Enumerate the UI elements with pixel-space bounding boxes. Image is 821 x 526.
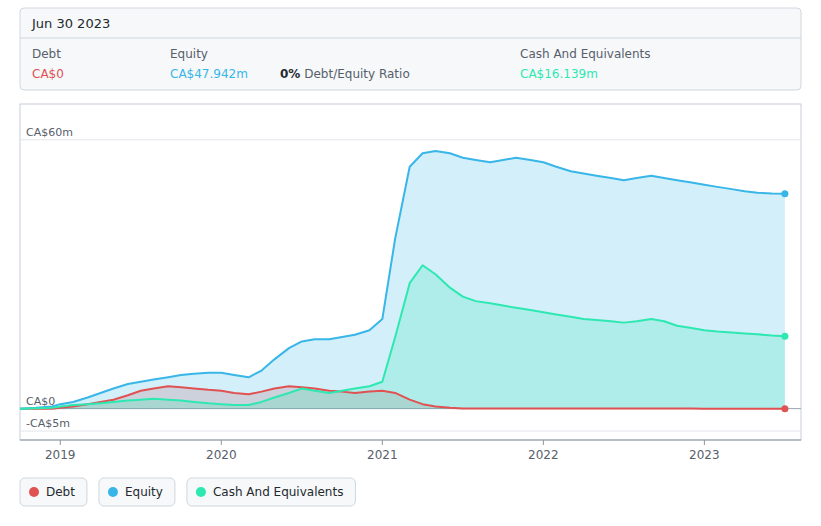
x-axis: 2019 2020 2021 2022 2023 [20,440,801,462]
tooltip-ratio-value: 0% [280,67,300,81]
legend: Debt Equity Cash And Equivalents [20,478,355,506]
x-tick [60,440,61,445]
x-tick [382,440,383,445]
tooltip-text: Equity [170,47,208,61]
x-tick-label: 2022 [528,448,559,462]
legend-box [20,478,87,506]
data [20,151,788,412]
y-tick-label: CA$60m [26,126,73,139]
legend-label: Equity [125,485,163,499]
x-tick-label: 2021 [367,448,398,462]
legend-swatch [108,487,118,497]
grid [20,140,801,431]
end-dot [781,333,788,340]
end-dot [781,405,788,412]
chart: Jun 30 2023 Debt CA$0 Equity CA$47.942m 0% De… [0,0,821,526]
grid-line [20,431,801,432]
end-dot [781,190,788,197]
legend-label: Cash And Equivalents [213,485,344,499]
x-tick-label: 2020 [206,448,237,462]
grid-line [20,139,801,140]
legend-label: Debt [46,485,75,499]
legend-item: Equity [99,478,175,506]
tooltip-text: CA$16.139m [520,67,598,81]
plot-frame [20,104,801,440]
legend-item: Debt [20,478,87,506]
x-tick [221,440,222,445]
tooltip-text: Cash And Equivalents [520,47,651,61]
legend-item: Cash And Equivalents [187,478,356,506]
legend-box [99,478,175,506]
y-tick-label: -CA$5m [26,417,70,430]
series-line [20,386,785,408]
tooltip-box [20,8,801,90]
x-tick [543,440,544,445]
legend-box [187,478,356,506]
tooltip-text: CA$47.942m [170,67,248,81]
area-fill [20,151,785,409]
y-tick-labels: CA$60m CA$0 -CA$5m [26,126,73,430]
tooltip: Jun 30 2023 Debt CA$0 Equity CA$47.942m 0% De… [20,8,801,90]
x-tick [704,440,705,445]
legend-swatch [196,487,206,497]
tooltip-text: CA$0 [32,67,64,81]
x-tick-label: 2019 [45,448,76,462]
tooltip-divider [20,38,801,39]
series-line [20,265,785,408]
x-axis-line [20,440,801,441]
series-line [20,151,785,409]
tooltip-text: Jun 30 2023 [31,16,110,31]
x-tick-label: 2023 [689,448,720,462]
area-fill [20,265,785,408]
tooltip-text: Debt [32,47,61,61]
y-tick-label: CA$0 [26,395,55,408]
legend-swatch [29,487,39,497]
tooltip-ratio-label: Debt/Equity Ratio [300,67,409,81]
background [0,0,821,526]
tooltip-ratio: 0% Debt/Equity Ratio [280,67,410,81]
